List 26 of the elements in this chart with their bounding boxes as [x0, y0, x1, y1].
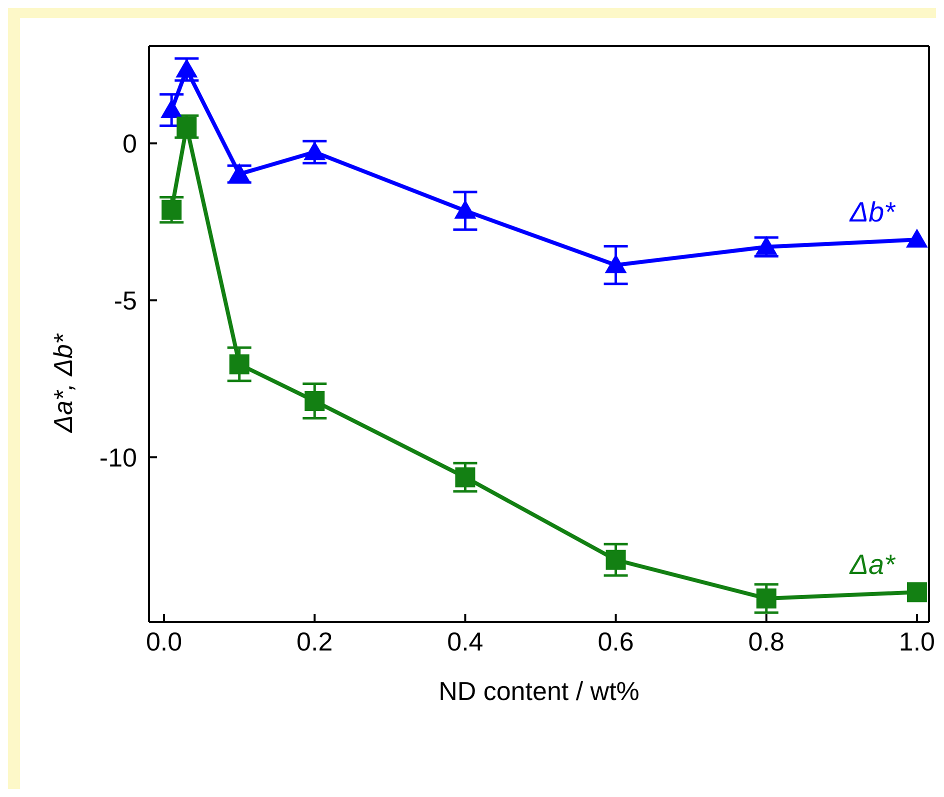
x-axis-title: ND content / wt%: [438, 676, 640, 706]
point: [162, 200, 182, 220]
point: [604, 254, 627, 274]
point: [304, 391, 325, 412]
point: [160, 99, 183, 118]
point: [756, 588, 776, 608]
point: [606, 550, 626, 570]
x-tick-label: 1.0: [898, 626, 936, 656]
x-tick-label: 0.8: [748, 626, 784, 656]
point: [906, 582, 927, 602]
series-label: Δa*: [848, 549, 896, 580]
x-tick-label: 0.6: [598, 626, 634, 656]
x-tick-label: 0.0: [146, 626, 182, 656]
x-tick-label: 0.4: [447, 626, 484, 656]
point: [229, 354, 250, 374]
series-label: Δb*: [848, 196, 896, 228]
point: [176, 58, 198, 78]
point: [906, 228, 928, 248]
y-axis-title: Δa*, Δb*: [48, 333, 78, 434]
y-tick-label: -5: [114, 285, 137, 316]
point: [455, 467, 476, 488]
y-tick-label: -10: [99, 442, 137, 472]
point: [304, 141, 326, 160]
point: [454, 200, 476, 219]
x-tick-label: 0.2: [296, 626, 333, 656]
y-tick-label: 0: [122, 128, 137, 159]
